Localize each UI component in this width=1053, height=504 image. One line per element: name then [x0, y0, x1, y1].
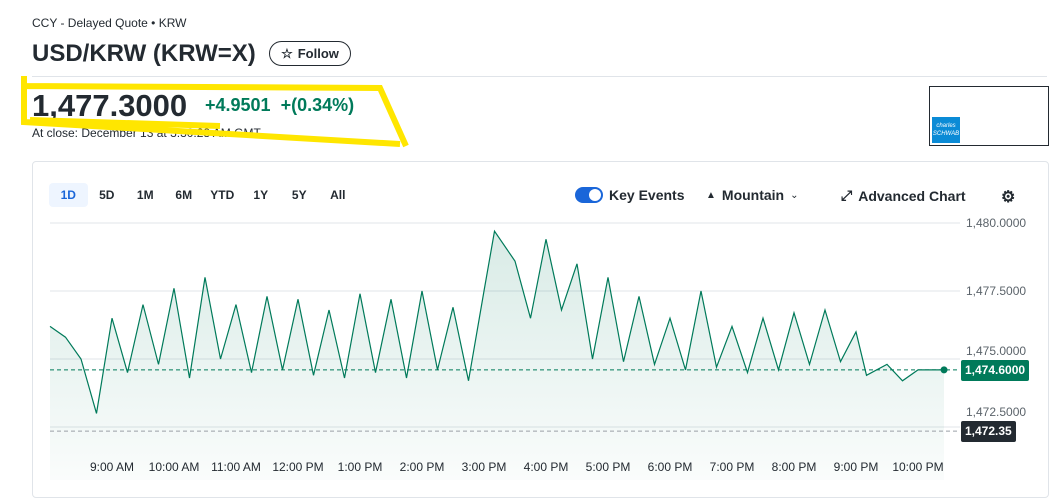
chevron-down-icon: ⌄	[790, 189, 799, 201]
follow-button[interactable]: ☆ Follow	[269, 41, 351, 66]
current-price-tag: 1,474.6000	[961, 359, 1030, 381]
breadcrumb: CCY - Delayed Quote • KRW	[32, 16, 187, 30]
advanced-chart-button[interactable]: ⤢ Advanced Chart	[841, 187, 966, 204]
x-tick-label: 9:00 AM	[89, 460, 135, 474]
follow-label: Follow	[297, 46, 339, 61]
mountain-icon: ▲	[706, 189, 716, 201]
x-tick-label: 12:00 PM	[272, 460, 324, 474]
range-tab-6m[interactable]: 6M	[175, 188, 193, 202]
divider	[32, 76, 1047, 77]
range-tab-1m[interactable]: 1M	[136, 188, 154, 202]
star-icon: ☆	[281, 45, 293, 61]
y-tick-label: 1,472.5000	[966, 405, 1027, 420]
advanced-chart-label: Advanced Chart	[858, 187, 966, 204]
page-title: USD/KRW (KRW=X)	[32, 40, 256, 67]
last-point-marker	[940, 366, 948, 374]
schwab-logo: charles SCHWAB	[932, 117, 960, 143]
toggle-switch[interactable]	[575, 187, 603, 203]
x-tick-label: 8:00 PM	[771, 460, 817, 474]
range-tab-ytd[interactable]: YTD	[210, 188, 235, 202]
advertisement[interactable]: charles SCHWAB	[929, 86, 1049, 146]
key-events-label: Key Events	[609, 187, 685, 203]
range-tab-all[interactable]: All	[330, 188, 346, 202]
settings-button[interactable]: ⚙	[1001, 187, 1015, 207]
y-tick-label: 1,475.0000	[966, 343, 1027, 358]
price-line	[49, 229, 944, 414]
chart-area-fill	[50, 231, 945, 480]
range-tabs: 1D 5D 1M 6M YTD 1Y 5Y All	[49, 183, 357, 207]
x-tick-label: 1:00 PM	[337, 460, 383, 474]
key-events-toggle[interactable]: Key Events	[575, 187, 684, 203]
chart-type-label: Mountain	[721, 187, 785, 203]
x-tick-label: 6:00 PM	[647, 460, 693, 474]
range-tab-1d[interactable]: 1D	[49, 183, 88, 207]
x-tick-label: 9:00 PM	[833, 460, 879, 474]
y-tick-label: 1,477.5000	[966, 284, 1027, 298]
x-tick-label: 10:00 AM	[148, 460, 200, 474]
range-tab-1y[interactable]: 1Y	[253, 188, 269, 202]
x-tick-label: 4:00 PM	[523, 460, 569, 474]
x-tick-label: 10:00 PM	[892, 460, 944, 474]
x-tick-label: 3:00 PM	[461, 460, 507, 474]
y-tick-label: 1,480.0000	[966, 216, 1027, 230]
gear-icon: ⚙	[1001, 189, 1016, 206]
chart-card	[32, 161, 1049, 498]
range-tab-5d[interactable]: 5D	[99, 188, 115, 202]
expand-icon: ⤢	[841, 187, 853, 203]
previous-close-tag: 1,472.35	[961, 421, 1016, 443]
x-tick-label: 5:00 PM	[585, 460, 631, 474]
x-tick-label: 11:00 AM	[211, 460, 261, 474]
x-tick-label: 2:00 PM	[399, 460, 445, 474]
x-tick-label: 7:00 PM	[709, 460, 755, 474]
range-tab-5y[interactable]: 5Y	[291, 188, 307, 202]
chart-type-dropdown[interactable]: ▲ Mountain ⌄	[706, 187, 799, 203]
